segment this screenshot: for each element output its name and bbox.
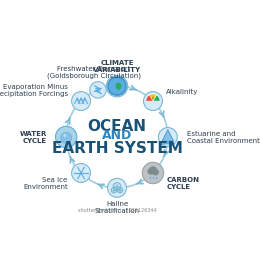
Circle shape bbox=[149, 166, 157, 174]
Text: Haline
Stratification: Haline Stratification bbox=[94, 201, 140, 214]
Circle shape bbox=[55, 126, 77, 148]
Text: OCEAN: OCEAN bbox=[88, 119, 147, 134]
Text: CARBON
CYCLE: CARBON CYCLE bbox=[166, 177, 199, 190]
Ellipse shape bbox=[63, 134, 66, 137]
Circle shape bbox=[106, 76, 128, 97]
Text: Estuarine and
Coastal Environment: Estuarine and Coastal Environment bbox=[187, 130, 260, 144]
Circle shape bbox=[108, 178, 126, 197]
Circle shape bbox=[142, 162, 164, 184]
Wedge shape bbox=[146, 95, 153, 101]
Circle shape bbox=[158, 128, 177, 146]
Text: Alkalinity: Alkalinity bbox=[166, 89, 199, 95]
Polygon shape bbox=[61, 132, 72, 143]
Text: Sea Ice
Environment: Sea Ice Environment bbox=[23, 177, 68, 190]
Wedge shape bbox=[150, 94, 157, 101]
Circle shape bbox=[90, 82, 106, 98]
Text: shutterstock.com · 2031126344: shutterstock.com · 2031126344 bbox=[78, 208, 156, 213]
Text: EARTH SYSTEM: EARTH SYSTEM bbox=[51, 141, 183, 156]
Circle shape bbox=[72, 164, 90, 182]
Circle shape bbox=[108, 77, 126, 95]
Text: CLIMATE
VARIABILITY: CLIMATE VARIABILITY bbox=[93, 60, 141, 73]
Circle shape bbox=[147, 168, 154, 175]
Text: Evaporation Minus
Precipitation Forcings: Evaporation Minus Precipitation Forcings bbox=[0, 84, 68, 97]
Circle shape bbox=[144, 92, 162, 111]
Ellipse shape bbox=[116, 83, 121, 90]
Circle shape bbox=[72, 92, 90, 111]
Circle shape bbox=[152, 169, 159, 176]
Text: WATER
CYCLE: WATER CYCLE bbox=[19, 130, 47, 144]
Polygon shape bbox=[162, 130, 174, 141]
Text: AND: AND bbox=[102, 129, 132, 142]
Text: Freshwater Transport
(Goldsborough Circulation): Freshwater Transport (Goldsborough Circu… bbox=[47, 66, 141, 80]
Polygon shape bbox=[161, 141, 174, 144]
Wedge shape bbox=[153, 95, 160, 101]
